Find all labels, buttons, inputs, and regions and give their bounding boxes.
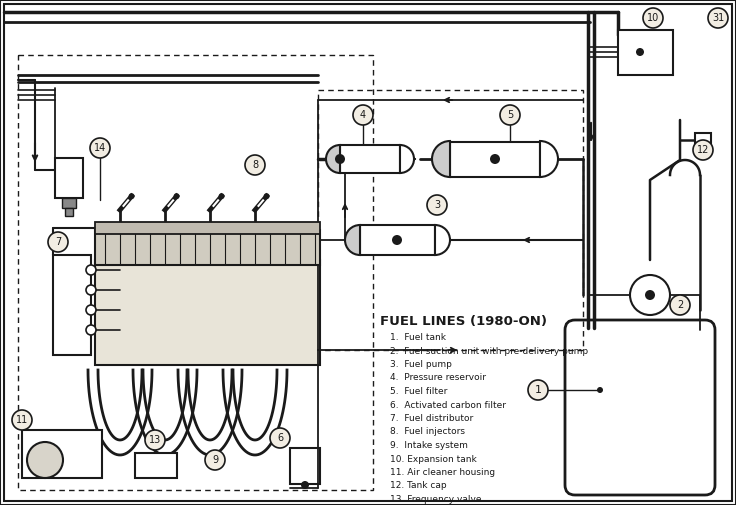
Text: 31: 31 xyxy=(712,13,724,23)
Text: 11. Air cleaner housing: 11. Air cleaner housing xyxy=(390,468,495,477)
Bar xyxy=(95,260,320,365)
Circle shape xyxy=(630,275,670,315)
Text: 11: 11 xyxy=(16,415,28,425)
Bar xyxy=(340,145,400,173)
Text: 4.  Pressure reservoir: 4. Pressure reservoir xyxy=(390,374,486,382)
Circle shape xyxy=(174,193,180,199)
Text: 3: 3 xyxy=(434,200,440,210)
Text: 10: 10 xyxy=(647,13,659,23)
Text: 7.  Fuel distributor: 7. Fuel distributor xyxy=(390,414,473,423)
Text: 2.  Fuel suction unit with pre-delivery pump: 2. Fuel suction unit with pre-delivery p… xyxy=(390,346,588,356)
Wedge shape xyxy=(435,225,450,255)
Text: 7: 7 xyxy=(55,237,61,247)
Text: 6: 6 xyxy=(277,433,283,443)
Text: 8: 8 xyxy=(252,160,258,170)
Wedge shape xyxy=(432,141,450,177)
Wedge shape xyxy=(400,145,414,173)
Text: 3.  Fuel pump: 3. Fuel pump xyxy=(390,360,452,369)
Text: 8.  Fuel injectors: 8. Fuel injectors xyxy=(390,428,465,436)
Bar xyxy=(318,90,583,350)
Text: 14: 14 xyxy=(94,143,106,153)
Text: 13: 13 xyxy=(149,435,161,445)
Bar xyxy=(450,142,540,177)
Circle shape xyxy=(86,285,96,295)
Text: 5.  Fuel filter: 5. Fuel filter xyxy=(390,387,447,396)
Bar xyxy=(695,133,711,148)
Circle shape xyxy=(597,387,603,393)
Bar xyxy=(65,208,73,216)
Bar xyxy=(360,225,435,255)
Bar xyxy=(55,158,83,198)
Bar xyxy=(290,448,320,484)
Circle shape xyxy=(636,48,644,56)
Circle shape xyxy=(86,265,96,275)
Circle shape xyxy=(48,232,68,252)
Text: 1.  Fuel tank: 1. Fuel tank xyxy=(390,333,446,342)
Circle shape xyxy=(670,295,690,315)
Circle shape xyxy=(693,140,713,160)
Circle shape xyxy=(263,193,269,199)
Circle shape xyxy=(643,8,663,28)
Bar xyxy=(95,222,320,234)
Wedge shape xyxy=(326,145,340,173)
Wedge shape xyxy=(345,225,360,255)
Circle shape xyxy=(645,290,655,300)
Circle shape xyxy=(500,105,520,125)
Text: 9: 9 xyxy=(212,455,218,465)
Bar xyxy=(62,198,76,208)
Bar xyxy=(95,230,320,265)
Text: 6.  Activated carbon filter: 6. Activated carbon filter xyxy=(390,400,506,410)
Circle shape xyxy=(353,105,373,125)
Text: 9.  Intake system: 9. Intake system xyxy=(390,441,468,450)
Wedge shape xyxy=(540,141,558,177)
Circle shape xyxy=(270,428,290,448)
Text: 12: 12 xyxy=(697,145,710,155)
Circle shape xyxy=(392,235,402,245)
Circle shape xyxy=(86,325,96,335)
Circle shape xyxy=(12,410,32,430)
Circle shape xyxy=(145,430,165,450)
Text: 4: 4 xyxy=(360,110,366,120)
Text: 5: 5 xyxy=(507,110,513,120)
Circle shape xyxy=(427,195,447,215)
Circle shape xyxy=(490,154,500,164)
Bar xyxy=(18,55,373,490)
Circle shape xyxy=(219,193,224,199)
Circle shape xyxy=(528,380,548,400)
Text: 2: 2 xyxy=(677,300,683,310)
Circle shape xyxy=(129,193,135,199)
Circle shape xyxy=(301,481,309,489)
Text: 1: 1 xyxy=(534,385,542,395)
Circle shape xyxy=(245,155,265,175)
Text: 13. Frequency valve: 13. Frequency valve xyxy=(390,495,481,504)
Text: FUEL LINES (1980-ON): FUEL LINES (1980-ON) xyxy=(380,315,547,328)
Circle shape xyxy=(86,305,96,315)
Text: 10. Expansion tank: 10. Expansion tank xyxy=(390,454,477,464)
Bar xyxy=(618,30,673,75)
Circle shape xyxy=(205,450,225,470)
Bar xyxy=(53,255,91,355)
Text: 12. Tank cap: 12. Tank cap xyxy=(390,481,447,490)
Bar xyxy=(135,453,177,478)
Circle shape xyxy=(335,154,345,164)
Circle shape xyxy=(708,8,728,28)
Circle shape xyxy=(90,138,110,158)
Bar xyxy=(22,430,102,478)
Circle shape xyxy=(27,442,63,478)
